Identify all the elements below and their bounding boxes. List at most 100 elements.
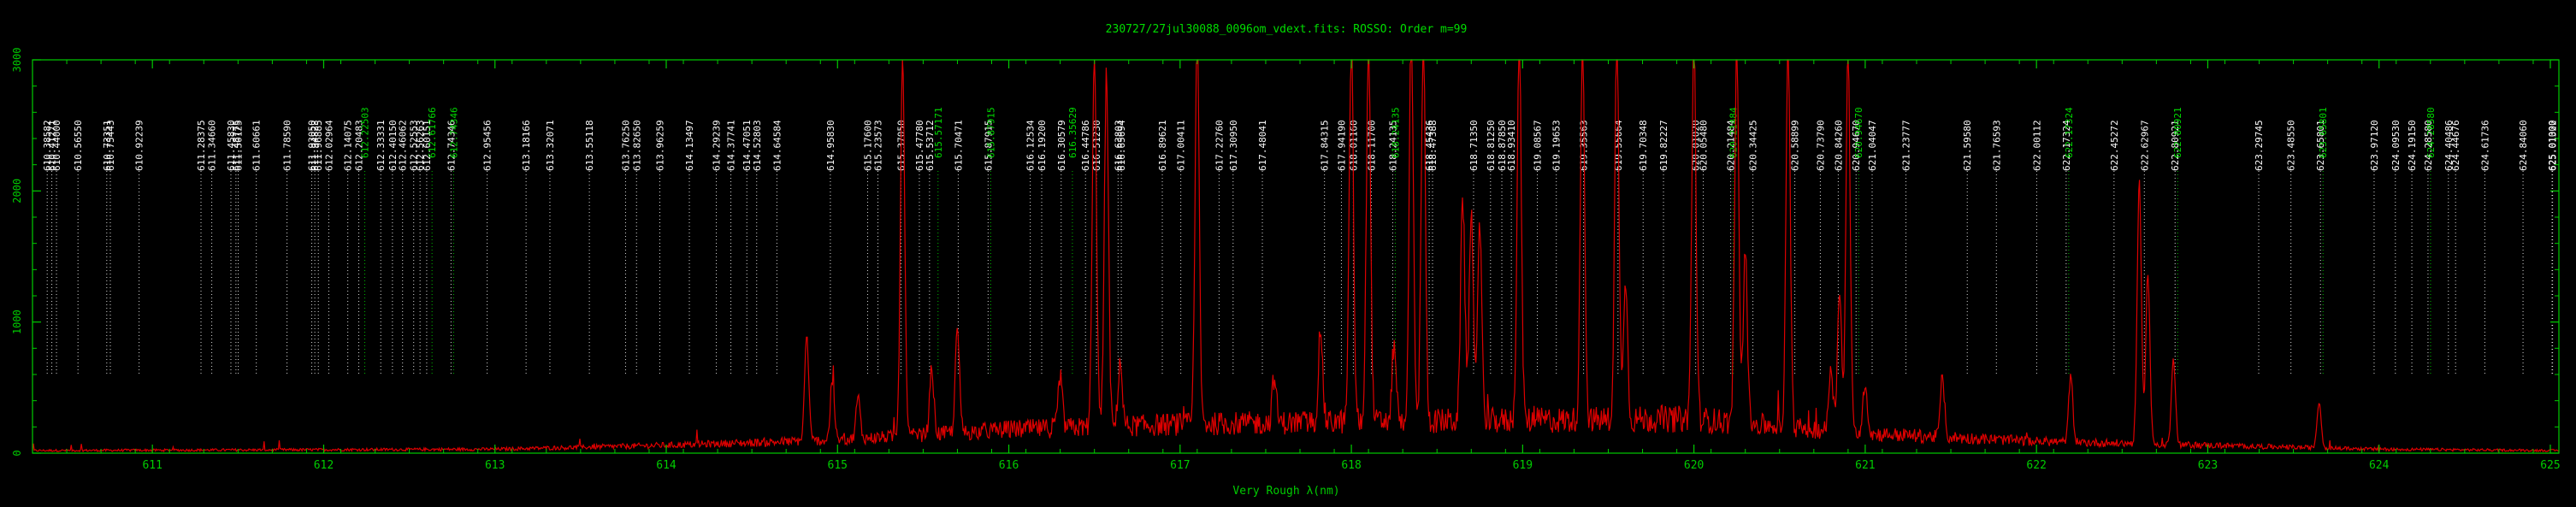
line-label: 624.44676 [2450, 120, 2461, 171]
line-label: 620.94670 [1853, 107, 1864, 158]
line-label: 617.94190 [1336, 120, 1347, 171]
line-label: 622.00112 [2031, 120, 2042, 171]
line-label: 614.64584 [771, 120, 783, 171]
x-axis-ticks: 611 612 613 614 615 616 617 618 619 620 621 622 623 6… [32, 60, 2561, 472]
line-label: 620.84260 [1833, 120, 1844, 171]
line-label: 611.45830 [226, 120, 237, 171]
line-label: 622.80921 [2172, 107, 2183, 158]
line-label: 624.61736 [2479, 120, 2490, 171]
line-label: 615.53712 [925, 120, 936, 171]
line-label: 622.45272 [2109, 120, 2120, 171]
line-label: 612.56263 [415, 120, 426, 171]
line-label: 611.78590 [282, 120, 293, 171]
line-label: 610.38582 [42, 120, 53, 171]
line-label: 621.04047 [1867, 120, 1878, 171]
line-label: 618.01160 [1348, 120, 1359, 171]
line-label: 611.96885 [313, 120, 324, 171]
line-label: 622.62967 [2139, 120, 2150, 171]
x-tick-label: 623 [2198, 459, 2218, 472]
line-label: 610.56550 [73, 120, 84, 171]
line-label: 620.58899 [1790, 120, 1801, 171]
line-label: 618.24135 [1387, 120, 1398, 171]
line-label: 622.80921 [2170, 120, 2181, 171]
line-label: 616.89621 [1157, 120, 1168, 171]
line-label: 620.94670 [1851, 120, 1862, 171]
x-tick-label: 615 [828, 459, 848, 472]
x-axis-label: Very Rough λ(nm) [1232, 485, 1339, 498]
x-tick-label: 625 [2540, 459, 2560, 472]
line-label: 618.93410 [1506, 120, 1517, 171]
line-label: 613.55118 [584, 120, 595, 171]
line-label: 619.82227 [1658, 120, 1669, 171]
y-tick-label: 2000 [11, 179, 23, 203]
line-label: 624.40486 [2443, 120, 2455, 171]
line-label: 614.47051 [741, 120, 753, 171]
line-label: 611.28375 [196, 120, 207, 171]
x-tick-label: 619 [1513, 459, 1533, 472]
y-axis-ticks: 0 1000 2000 3000 [11, 48, 2559, 457]
y-tick-label: 3000 [11, 48, 23, 73]
line-label: 620.05480 [1699, 120, 1710, 171]
line-label: 613.82650 [631, 120, 642, 171]
line-label: 612.74346 [448, 107, 459, 158]
line-label: 625.01000 [2547, 120, 2558, 171]
line-label: 618.11700 [1367, 120, 1378, 171]
line-label: 612.95456 [482, 120, 493, 171]
line-label: 613.96259 [655, 120, 666, 171]
line-label: 621.76593 [1991, 120, 2002, 171]
line-label: 620.21484 [1726, 120, 1737, 171]
x-tick-label: 616 [999, 459, 1019, 472]
line-label: 621.23777 [1901, 120, 1912, 171]
line-label: 612.52553 [409, 120, 420, 171]
line-label: 616.12534 [1025, 120, 1037, 171]
line-label: 613.18166 [521, 120, 532, 171]
line-label: 611.94823 [310, 120, 321, 171]
line-label: 620.21484 [1728, 107, 1740, 158]
x-tick-label: 614 [656, 459, 676, 472]
line-label: 610.44000 [51, 120, 62, 171]
x-tick-label: 617 [1170, 459, 1190, 472]
line-label: 612.33331 [375, 120, 387, 171]
axes-frame [32, 59, 2560, 454]
line-label: 615.70471 [953, 120, 964, 171]
line-label: 611.60661 [251, 120, 263, 171]
line-label: 611.34660 [207, 120, 218, 171]
line-label: 624.84060 [2518, 120, 2529, 171]
y-tick-label: 0 [11, 450, 23, 456]
line-label: 622.17324 [2064, 107, 2075, 158]
line-label: 618.24135 [1390, 107, 1401, 158]
line-label: 623.29745 [2254, 120, 2265, 171]
x-tick-label: 622 [2026, 459, 2046, 472]
line-label: 618.87850 [1497, 120, 1508, 171]
line-label: 623.48550 [2286, 120, 2297, 171]
line-label: 614.13497 [684, 120, 695, 171]
line-label: 624.28580 [2423, 120, 2434, 171]
line-label: 624.19150 [2407, 120, 2418, 171]
line-label: 616.51230 [1091, 120, 1102, 171]
line-label: 612.61766 [427, 107, 438, 158]
x-tick-label: 621 [1855, 459, 1875, 472]
line-label: 622.17324 [2061, 120, 2072, 171]
line-label: 617.00411 [1176, 120, 1187, 171]
line-label: 614.95830 [825, 120, 836, 171]
line-label: 610.73351 [102, 120, 113, 171]
line-label: 619.19653 [1551, 120, 1563, 171]
line-label: 616.63803 [1113, 120, 1124, 171]
x-tick-label: 612 [314, 459, 334, 472]
line-label: 623.65801 [2318, 107, 2329, 158]
line-label: 617.48041 [1257, 120, 1268, 171]
line-label: 614.29239 [712, 120, 723, 171]
line-label: 610.75443 [105, 120, 116, 171]
spectrum-line [32, 59, 2560, 453]
line-label: 614.37741 [726, 120, 737, 171]
line-label: 611.93050 [307, 120, 318, 171]
line-label: 619.70348 [1638, 120, 1649, 171]
line-label: 617.30950 [1228, 120, 1239, 171]
line-label: 621.59580 [1962, 120, 1973, 171]
line-label: 615.47780 [914, 120, 925, 171]
line-label: 625.01322 [2548, 120, 2559, 171]
x-tick-label: 613 [485, 459, 505, 472]
line-label: 612.60151 [422, 120, 433, 171]
